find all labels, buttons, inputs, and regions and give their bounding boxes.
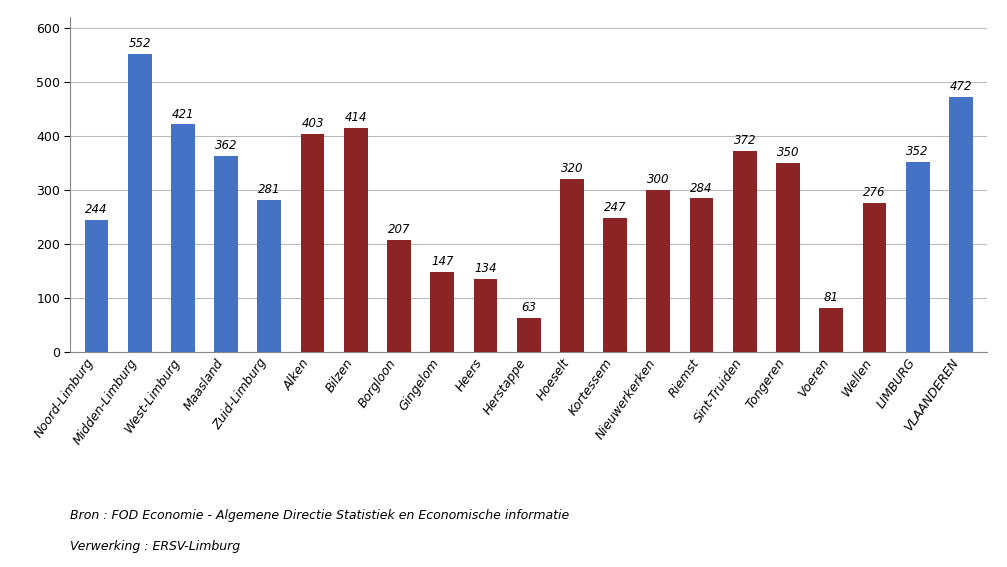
Bar	[128, 54, 151, 352]
Bar	[387, 240, 411, 352]
Text: 403: 403	[301, 117, 324, 130]
Bar	[776, 163, 800, 352]
Text: 281: 281	[258, 183, 281, 196]
Bar	[258, 200, 281, 352]
Text: 244: 244	[86, 203, 108, 216]
Bar	[949, 97, 973, 352]
Bar	[646, 190, 671, 352]
Bar	[906, 162, 929, 352]
Bar	[560, 179, 584, 352]
Bar	[690, 198, 714, 352]
Text: 414: 414	[344, 111, 367, 124]
Text: 207: 207	[388, 223, 410, 236]
Text: 472: 472	[950, 80, 972, 93]
Text: 421: 421	[171, 108, 194, 121]
Text: 147: 147	[431, 256, 453, 268]
Bar	[863, 202, 886, 352]
Bar	[820, 308, 843, 352]
Bar	[214, 156, 238, 352]
Text: 276: 276	[863, 186, 886, 199]
Text: 320: 320	[561, 162, 583, 175]
Text: 63: 63	[522, 301, 536, 314]
Bar	[473, 279, 497, 352]
Text: 372: 372	[733, 134, 756, 147]
Text: 284: 284	[691, 181, 713, 194]
Text: 81: 81	[824, 291, 839, 304]
Text: 134: 134	[474, 263, 496, 276]
Bar	[733, 151, 756, 352]
Bar	[603, 218, 627, 352]
Text: 350: 350	[776, 146, 800, 159]
Text: 552: 552	[129, 37, 151, 50]
Text: Verwerking : ERSV-Limburg: Verwerking : ERSV-Limburg	[70, 540, 241, 553]
Text: 362: 362	[214, 139, 238, 153]
Text: 300: 300	[648, 173, 670, 186]
Text: 247: 247	[604, 201, 626, 214]
Text: Bron : FOD Economie - Algemene Directie Statistiek en Economische informatie: Bron : FOD Economie - Algemene Directie …	[70, 509, 570, 522]
Text: 352: 352	[906, 145, 928, 158]
Bar	[430, 272, 454, 352]
Bar	[85, 220, 109, 352]
Bar	[343, 128, 368, 352]
Bar	[171, 124, 194, 352]
Bar	[301, 134, 324, 352]
Bar	[517, 318, 541, 352]
